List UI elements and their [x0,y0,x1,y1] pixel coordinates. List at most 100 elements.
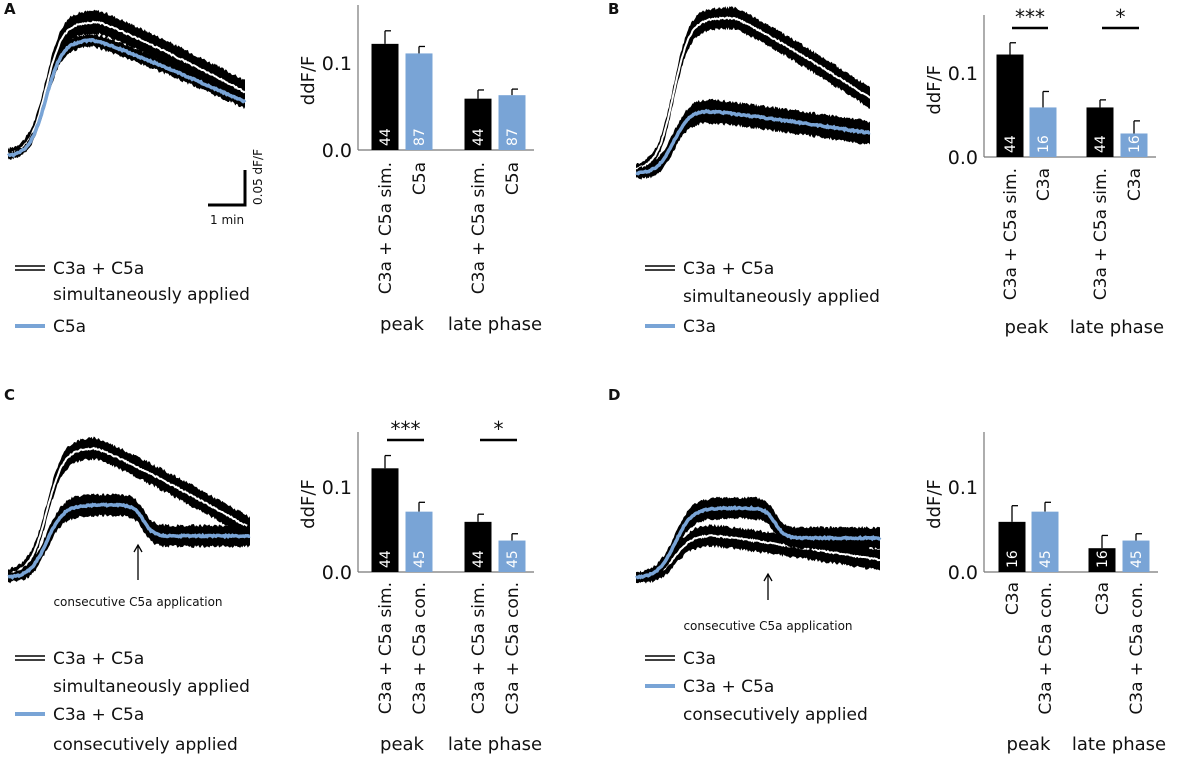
arrow-head-icon [763,572,773,582]
legend-label: simultaneously applied [683,287,880,307]
y-tick-label: 0.0 [948,147,978,169]
bar [464,521,492,572]
significance-stars: *** [1015,5,1045,29]
y-axis-label: ddF/F [924,65,945,115]
group-label: peak [380,314,425,335]
y-axis-label: ddF/F [298,56,319,106]
bar [1086,107,1114,157]
significance-stars: *** [391,417,421,441]
x-category-label: C3a + C5a sim. [376,162,396,294]
panel-b: B C3a + C5a simultaneously applied C3a 0.0 0.… [608,0,1164,338]
bar-n-label: 87 [412,128,428,146]
significance-stars: * [1116,5,1126,29]
x-category-label: C5a [503,162,523,195]
x-category-label: C3a + C5a con. [410,582,430,715]
panel-a: A 0.05 dF/F 1 min C3a + C5a simultaneously a… [4,0,542,337]
trace-mean-line-black [635,534,881,580]
bar-n-label: 16 [1095,550,1111,568]
bar-n-label: 87 [505,128,521,146]
bar [371,43,399,150]
y-tick-label: 0.0 [948,562,978,584]
legend-label: C3a + C5a [53,649,144,669]
y-tick-label: 0.1 [948,477,978,499]
legend-label: consecutively applied [683,705,868,725]
bar [498,540,526,572]
scale-bar-vertical-label: 0.05 dF/F [251,149,265,205]
legend-label: C3a + C5a [53,705,144,725]
trace-mean-line-black [7,20,246,156]
significance-stars: * [494,417,504,441]
panel-label: C [4,386,15,404]
annotation-text: consecutive C5a application [683,619,852,633]
bar [498,95,526,150]
legend-label: C3a [683,317,716,337]
legend-label: C5a [53,317,86,337]
panel-label: B [608,0,619,18]
bar [1120,133,1148,157]
x-category-label: C3a + C5a sim. [1091,168,1111,300]
bar [996,54,1024,157]
bar [405,53,433,150]
bar-n-label: 16 [1005,550,1021,568]
trace-mean-line-black [7,446,251,575]
bar [1029,107,1057,157]
group-label: late phase [1072,734,1166,755]
x-category-label: C3a + C5a sim. [469,162,489,294]
legend-label: simultaneously applied [53,285,250,305]
bar-n-label: 44 [1003,135,1019,153]
trace-noise-band [636,98,870,180]
y-axis-label: ddF/F [924,479,945,529]
bar [1122,540,1150,572]
group-label: late phase [1070,317,1164,338]
legend-label: C3a + C5a [683,259,774,279]
scale-bar-horizontal-label: 1 min [210,213,244,227]
legend-label: simultaneously applied [53,677,250,697]
bar-n-label: 44 [471,128,487,146]
panel-label: A [4,0,16,18]
bar-n-label: 45 [1038,550,1054,568]
x-category-label: C3a + C5a sim. [1001,168,1021,300]
bar-n-label: 16 [1036,135,1052,153]
x-category-label: C3a + C5a con. [1127,582,1147,715]
bar-n-label: 16 [1127,135,1143,153]
scale-bar [208,170,247,207]
y-tick-label: 0.0 [322,140,352,162]
trace-mean-line-blue [7,502,251,580]
bar [998,521,1026,572]
trace-mean-line-blue [7,37,247,158]
bar-n-label: 44 [471,550,487,568]
bar-n-label: 44 [1093,135,1109,153]
bar [371,468,399,572]
trace-mean-line-blue [635,505,882,580]
legend-label: C3a [683,649,716,669]
bar [405,511,433,572]
calcium-trace-plot [635,6,871,180]
trace-mean-line-blue [635,108,871,176]
legend-label: consecutively applied [53,735,238,755]
legend-label: C3a + C5a [683,677,774,697]
trace-noise-band [8,493,250,584]
bar-n-label: 44 [378,128,394,146]
group-label: late phase [448,314,542,335]
bar-n-label: 45 [412,550,428,568]
calcium-trace-plot [635,496,882,584]
x-category-label: C3a + C5a con. [503,582,523,715]
y-tick-label: 0.1 [322,53,352,75]
trace-noise-band [636,496,880,584]
y-tick-label: 0.1 [948,63,978,85]
x-category-label: C3a + C5a sim. [469,582,489,714]
group-label: late phase [448,734,542,755]
x-category-label: C5a [410,162,430,195]
calcium-trace-plot [7,9,247,161]
group-label: peak [380,734,425,755]
group-label: peak [1005,317,1050,338]
annotation-text: consecutive C5a application [53,595,222,609]
y-axis-label: ddF/F [298,479,319,529]
